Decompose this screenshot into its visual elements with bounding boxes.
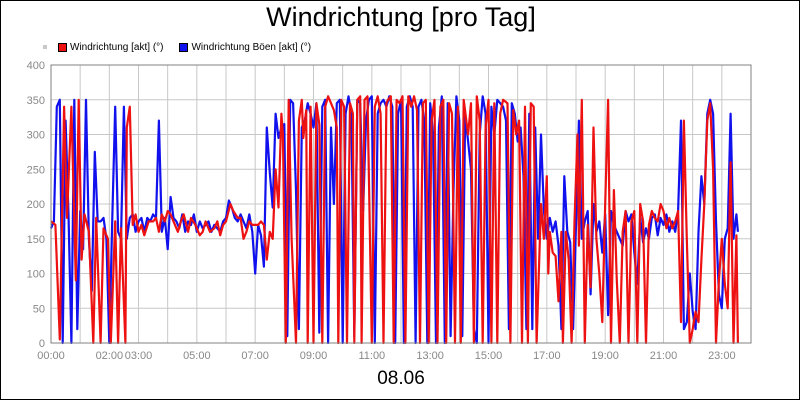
y-tick-label: 200 [27, 199, 45, 211]
x-tick-label: 09:00 [300, 350, 328, 362]
x-tick-label: 11:00 [358, 350, 385, 362]
legend-label-series-2: Windrichtung Böen [akt] (°) [191, 41, 312, 53]
legend-marker-icon [43, 45, 47, 49]
x-tick-label: 05:00 [183, 350, 211, 362]
y-tick-label: 150 [27, 234, 45, 246]
x-tick-label: 23:00 [708, 350, 736, 362]
x-tick-label: 02:00 [96, 350, 124, 362]
plot-border [50, 64, 752, 344]
x-tick-label: 15:00 [475, 350, 503, 362]
y-tick-label: 350 [27, 95, 45, 107]
x-tick-label: 21:00 [650, 350, 678, 362]
x-tick-label: 19:00 [591, 350, 619, 362]
legend-item-series-2: Windrichtung Böen [akt] (°) [179, 42, 311, 53]
x-tick-label: 13:00 [416, 350, 444, 362]
y-tick-label: 300 [27, 130, 45, 142]
legend-swatch-series-2 [179, 42, 189, 52]
x-axis-title: 08.06 [377, 368, 425, 389]
y-tick-label: 100 [27, 269, 45, 281]
y-tick-label: 250 [27, 164, 45, 176]
legend: Windrichtung [akt] (°) Windrichtung Böen… [43, 40, 327, 54]
series-line-windrichtung [50, 95, 739, 345]
y-tick-label: 400 [27, 60, 45, 72]
y-tick-label: 50 [33, 303, 45, 315]
legend-swatch-series-1 [58, 42, 67, 52]
x-tick-label: 00:00 [37, 350, 65, 362]
y-tick-label: 0 [39, 338, 45, 350]
chart-title: Windrichtung [pro Tag] [266, 2, 536, 32]
legend-item-series-1: Windrichtung [akt] (°) [58, 42, 163, 53]
x-tick-label: 07:00 [241, 350, 269, 362]
x-tick-label: 17:00 [533, 350, 561, 362]
legend-label-series-1: Windrichtung [akt] (°) [70, 41, 164, 53]
x-tick-label: 03:00 [125, 350, 153, 362]
